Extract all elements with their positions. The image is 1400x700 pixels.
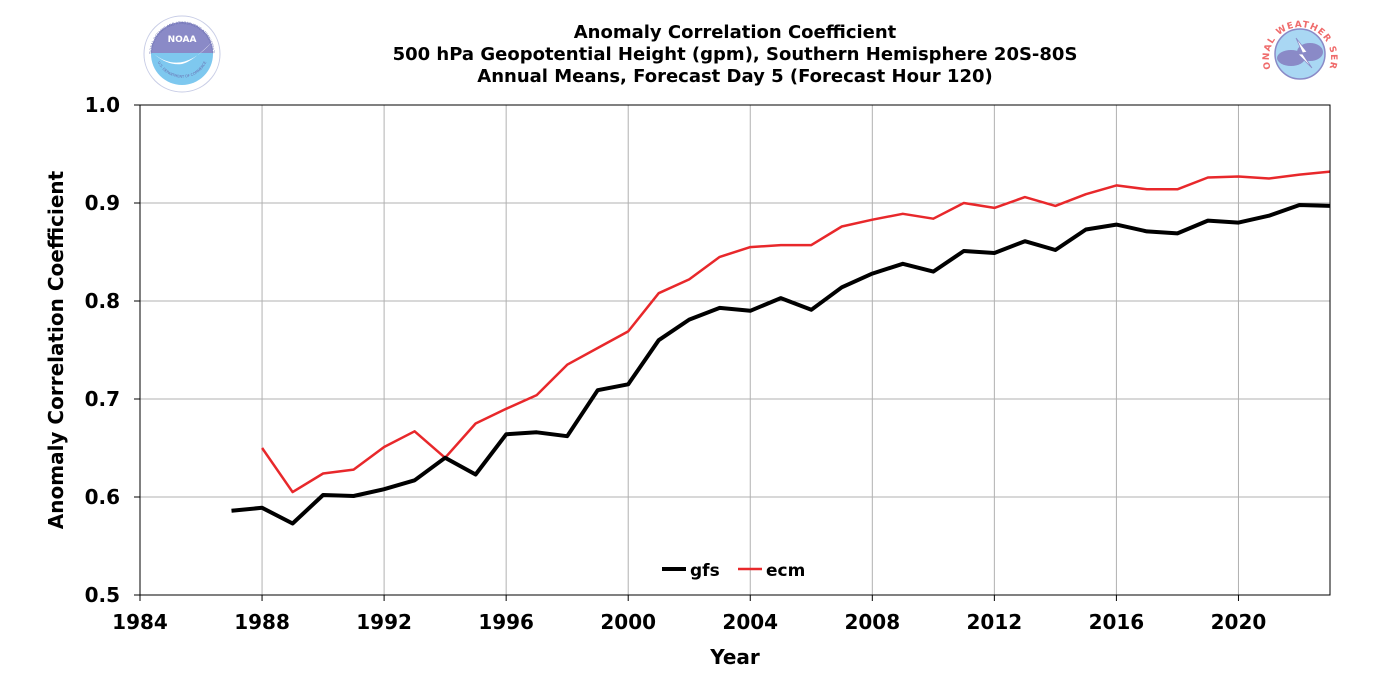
axes: 1984 1988 1992 1996 2000 2004 2008 2012 2016 2020…	[85, 93, 1267, 634]
x-tick-label: 2012	[967, 610, 1023, 634]
y-tick-label: 0.6	[85, 485, 120, 509]
x-tick-label: 2004	[722, 610, 778, 634]
y-tick-label: 0.8	[85, 289, 120, 313]
series-line-ecm	[261, 170, 1331, 494]
series-line-gfs	[231, 203, 1331, 526]
noaa-logo-icon: NOAA NATIONAL OCEANIC AND ATMOSPHERIC AD…	[142, 14, 221, 93]
grid-lines	[140, 105, 1330, 595]
x-tick-label: 2020	[1211, 610, 1267, 634]
x-tick-label: 1992	[356, 610, 412, 634]
y-tick-label: 0.7	[85, 387, 120, 411]
title-line-2: 500 hPa Geopotential Height (gpm), South…	[392, 44, 1078, 65]
plot-frame	[139, 104, 1331, 596]
x-tick-label: 1996	[478, 610, 534, 634]
x-tick-label: 2016	[1089, 610, 1145, 634]
chart-title: Anomaly Correlation Coefficient 500 hPa …	[0, 22, 1400, 88]
x-tick-label: 2008	[844, 610, 900, 634]
title-line-3: Annual Means, Forecast Day 5 (Forecast H…	[477, 66, 993, 87]
series-lines	[231, 170, 1331, 526]
legend-ecm-label: ecm	[766, 561, 805, 581]
noaa-logo-text: NOAA	[168, 35, 197, 45]
x-tick-label: 1988	[234, 610, 290, 634]
x-tick-label: 1984	[112, 610, 168, 634]
y-tick-label: 1.0	[85, 93, 120, 117]
legend: gfs ecm	[662, 561, 805, 581]
y-axis-label: Anomaly Correlation Coefficient	[44, 170, 68, 529]
x-tick-label: 2000	[600, 610, 656, 634]
title-line-1: Anomaly Correlation Coefficient	[573, 22, 897, 43]
legend-gfs-label: gfs	[690, 561, 720, 581]
y-tick-label: 0.5	[85, 583, 120, 607]
x-axis-label: Year	[709, 645, 760, 669]
y-tick-label: 0.9	[85, 191, 120, 215]
nws-logo-icon: NATIONAL WEATHER SERVICE	[1260, 14, 1337, 80]
